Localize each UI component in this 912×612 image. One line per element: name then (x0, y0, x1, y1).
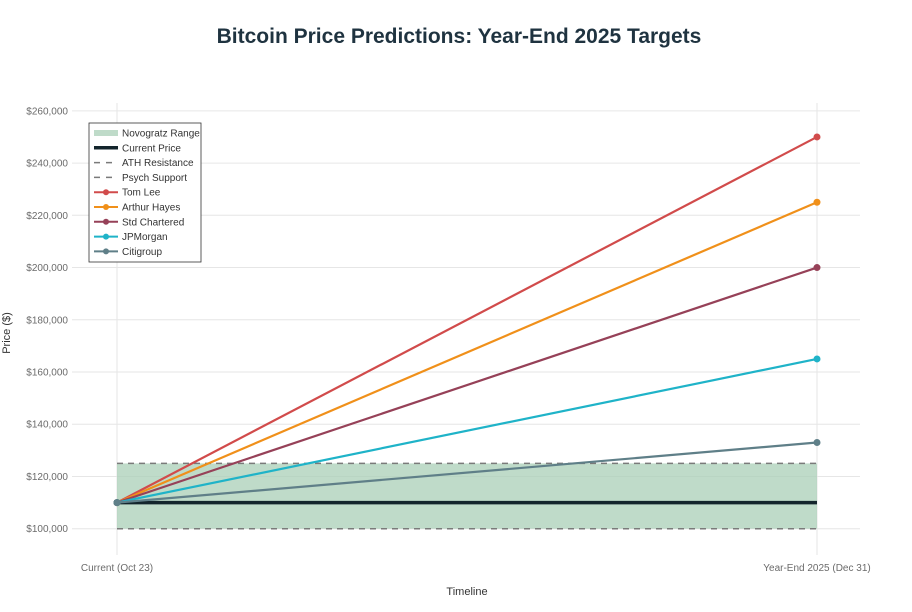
legend-marker (103, 189, 109, 196)
y-axis-label: Price ($) (1, 312, 13, 354)
x-tick-label: Year-End 2025 (Dec 31) (763, 563, 870, 574)
series-line-tom-lee (116, 135, 818, 504)
data-point-std-chartered (813, 264, 821, 272)
legend-label: Psych Support (122, 173, 187, 184)
series-line-std-chartered (116, 266, 818, 504)
legend-label: Std Chartered (122, 217, 184, 228)
y-tick-label: $240,000 (26, 159, 68, 170)
series-layer (113, 133, 821, 507)
legend: Novogratz Range Current Price ATH Resistan… (88, 122, 202, 263)
data-point-citigroup (113, 499, 121, 507)
x-axis-label: Timeline (446, 586, 487, 598)
legend-label: Tom Lee (122, 188, 161, 199)
legend-marker (103, 248, 109, 255)
series-line-arthur-hayes (116, 201, 818, 504)
data-point-tom-lee (813, 133, 821, 141)
y-tick-label: $180,000 (26, 315, 68, 326)
legend-label: Novogratz Range (122, 129, 200, 140)
series-line-citigroup (116, 441, 818, 504)
y-tick-label: $100,000 (26, 524, 68, 535)
y-tick-label: $160,000 (26, 368, 68, 379)
band-novogratz-range (117, 463, 817, 529)
y-tick-label: $220,000 (26, 211, 68, 222)
legend-marker (103, 218, 109, 225)
legend-label: Arthur Hayes (122, 203, 180, 214)
chart-title: Bitcoin Price Predictions: Year-End 2025… (217, 25, 702, 48)
legend-label: Citigroup (122, 247, 162, 258)
axes: $100,000 $120,000 $140,000 $160,000 $180,000… (26, 106, 870, 574)
legend-label: JPMorgan (122, 232, 168, 243)
y-tick-label: $120,000 (26, 472, 68, 483)
legend-label: ATH Resistance (122, 158, 194, 169)
series-line-jpmorgan (116, 357, 818, 504)
legend-label: Current Price (122, 143, 181, 154)
data-point-jpmorgan (813, 355, 821, 363)
legend-marker (103, 233, 109, 240)
y-tick-label: $200,000 (26, 263, 68, 274)
y-tick-label: $260,000 (26, 106, 68, 117)
x-tick-label: Current (Oct 23) (81, 563, 153, 574)
y-tick-label: $140,000 (26, 420, 68, 431)
data-point-arthur-hayes (813, 198, 821, 206)
bands (117, 462, 817, 530)
data-point-citigroup (813, 439, 821, 447)
legend-swatch (94, 130, 118, 136)
legend-marker (103, 204, 109, 210)
